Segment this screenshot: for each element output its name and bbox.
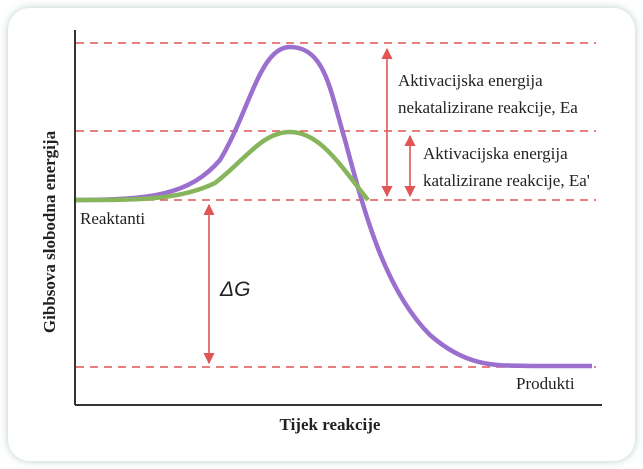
reactants-label: Reaktanti: [80, 209, 145, 228]
products-label: Produkti: [516, 374, 575, 393]
ea-label: nekatalizirane reakcije, Ea: [398, 98, 578, 117]
catalyzed-curve: [75, 129, 370, 203]
x-axis-title: Tijek reakcije: [280, 415, 381, 434]
ea-cat-label: katalizirane reakcije, Ea': [423, 171, 590, 190]
y-axis-title: Gibbsova slobodna energija: [40, 130, 59, 333]
ea-label: Aktivacijska energija: [398, 71, 543, 90]
uncatalyzed-curve: [75, 44, 592, 369]
ea-cat-label: Aktivacijska energija: [423, 144, 568, 163]
card: [8, 8, 635, 461]
axes: [74, 30, 602, 406]
delta-g-label: ΔG: [219, 278, 250, 301]
